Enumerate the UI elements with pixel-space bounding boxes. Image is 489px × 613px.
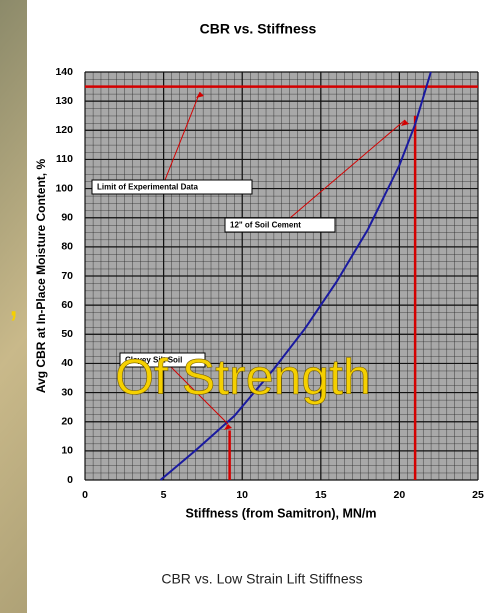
overlay-text: Of Strength: [115, 349, 371, 405]
x-tick-label: 25: [472, 489, 484, 501]
x-tick-label: 5: [161, 489, 167, 501]
y-tick-label: 40: [61, 357, 73, 369]
y-tick-label: 50: [61, 328, 73, 340]
y-tick-label: 90: [61, 211, 73, 223]
y-tick-label: 0: [67, 474, 73, 486]
annotation: Limit of Experimental Data: [97, 183, 198, 192]
y-tick-label: 70: [61, 270, 73, 282]
chart-title: CBR vs. Stiffness: [200, 21, 317, 37]
x-tick-label: 10: [236, 489, 248, 501]
caption: CBR vs. Low Strain Lift Stiffness: [161, 571, 362, 587]
y-tick-label: 80: [61, 241, 73, 253]
overlay-mark: ,: [8, 281, 19, 325]
annotation: 12" of Soil Cement: [230, 221, 301, 230]
y-tick-label: 110: [56, 153, 73, 165]
y-tick-label: 20: [61, 415, 73, 427]
y-tick-label: 140: [55, 66, 73, 78]
x-axis-label: Stiffness (from Samitron), MN/m: [186, 506, 377, 520]
x-tick-label: 20: [394, 489, 406, 501]
y-tick-label: 30: [61, 386, 73, 398]
slide: CBR vs. Stiffness Stiffness (from Samitr…: [0, 0, 489, 613]
y-tick-label: 130: [55, 95, 73, 107]
y-tick-label: 120: [55, 124, 73, 136]
x-tick-label: 0: [82, 489, 88, 501]
y-axis-label: Avg CBR at In-Place Moisture Content, %: [34, 159, 48, 394]
page: {"chart_data": {"type": "line", "title":…: [0, 0, 489, 613]
y-tick-label: 100: [55, 182, 73, 194]
y-tick-label: 60: [61, 299, 73, 311]
y-tick-label: 10: [61, 445, 73, 457]
x-tick-label: 15: [315, 489, 327, 501]
